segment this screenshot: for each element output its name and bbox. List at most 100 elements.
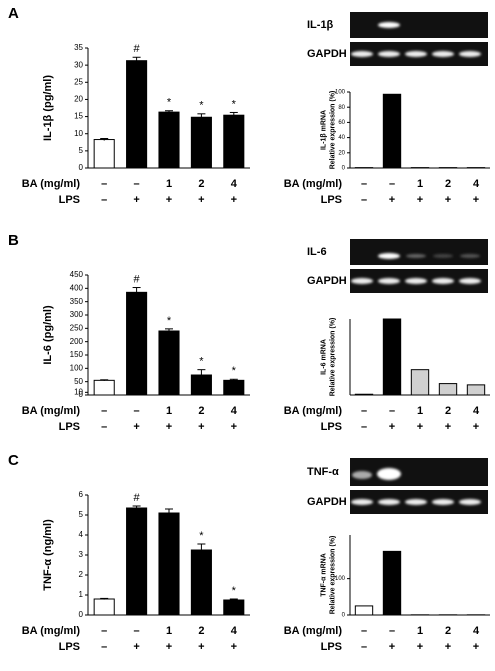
condition-label: – [101, 194, 107, 206]
gel-label: GAPDH [307, 275, 347, 287]
condition-label: + [133, 194, 139, 206]
bar [223, 114, 245, 169]
y-tick-label: 0 [342, 613, 346, 619]
condition-label: + [166, 641, 172, 653]
condition-label: 1 [166, 405, 172, 417]
y-axis-label: IL-1β mRNA [320, 110, 327, 150]
condition-label: + [417, 421, 423, 433]
y-tick-label: 100 [70, 363, 84, 372]
condition-label: + [445, 641, 451, 653]
y-tick-label: 200 [70, 337, 84, 346]
y-axis-label: TNF-α mRNA [320, 553, 327, 597]
condition-label: – [389, 405, 395, 417]
bar [93, 598, 115, 616]
significance-marker: * [232, 365, 237, 377]
panel-letter: B [8, 232, 19, 249]
y-tick-label: 0 [79, 610, 84, 619]
gel-label: GAPDH [307, 48, 347, 60]
condition-label: – [101, 641, 107, 653]
y-tick-label: 40 [338, 135, 345, 141]
y-tick-label: 30 [74, 60, 83, 69]
condition-name: BA (mg/ml) [22, 405, 81, 417]
condition-label: – [361, 421, 367, 433]
condition-label: + [166, 421, 172, 433]
bar [126, 291, 148, 396]
y-tick-label: 1 [79, 590, 84, 599]
gel-label: IL-1β [307, 19, 334, 31]
bar [223, 599, 245, 616]
y-tick-label: 10 [74, 129, 83, 138]
condition-label: – [361, 641, 367, 653]
condition-name: LPS [321, 194, 342, 206]
condition-label: + [389, 194, 395, 206]
condition-label: 2 [198, 405, 204, 417]
condition-label: 4 [231, 405, 238, 417]
y-axis-label: TNF-α (ng/ml) [42, 519, 54, 591]
condition-label: + [473, 194, 479, 206]
y-tick-label: 20 [338, 150, 345, 156]
condition-name: BA (mg/ml) [22, 625, 81, 637]
condition-label: + [198, 194, 204, 206]
y-tick-label: 450 [70, 270, 84, 279]
condition-label: + [389, 641, 395, 653]
condition-label: + [231, 421, 237, 433]
condition-name: LPS [59, 421, 80, 433]
y-tick-label: 0 [79, 390, 84, 399]
condition-label: 2 [198, 178, 204, 190]
y-tick-label: 50 [74, 377, 83, 386]
bar [158, 512, 180, 616]
condition-label: + [198, 641, 204, 653]
condition-label: 2 [445, 405, 451, 417]
condition-label: 2 [445, 625, 451, 637]
condition-label: 4 [231, 178, 238, 190]
condition-label: – [101, 625, 107, 637]
bar [158, 330, 180, 396]
y-tick-label: 150 [70, 350, 84, 359]
condition-label: – [134, 625, 140, 637]
condition-label: 1 [166, 625, 172, 637]
y-tick-label: 3 [79, 550, 84, 559]
condition-label: 4 [473, 405, 480, 417]
y-tick-label: 100 [335, 90, 346, 96]
y-tick-label: 6 [79, 490, 84, 499]
condition-name: LPS [59, 641, 80, 653]
condition-label: + [198, 421, 204, 433]
y-tick-label: 15 [74, 112, 83, 121]
condition-label: + [417, 194, 423, 206]
bar [382, 550, 402, 616]
y-axis-label: IL-6 mRNA [320, 339, 327, 375]
y-tick-label: 2 [79, 570, 84, 579]
condition-label: – [134, 405, 140, 417]
significance-marker: * [199, 356, 204, 368]
condition-name: BA (mg/ml) [284, 178, 343, 190]
condition-label: 2 [445, 178, 451, 190]
condition-name: BA (mg/ml) [284, 625, 343, 637]
condition-label: + [133, 641, 139, 653]
condition-label: – [134, 178, 140, 190]
y-tick-label: 350 [70, 297, 84, 306]
significance-marker: * [167, 97, 172, 109]
bar [190, 116, 212, 169]
significance-marker: * [199, 530, 204, 542]
condition-label: + [389, 421, 395, 433]
condition-label: + [231, 641, 237, 653]
condition-label: 4 [231, 625, 238, 637]
significance-marker: # [134, 492, 141, 504]
y-axis-label: Relative expression (%) [329, 91, 336, 170]
condition-label: – [361, 405, 367, 417]
bar [190, 549, 212, 616]
bar [93, 139, 115, 169]
significance-marker: # [134, 43, 141, 55]
panel-letter: C [8, 452, 19, 469]
condition-name: LPS [59, 194, 80, 206]
y-tick-label: 0 [342, 166, 346, 172]
panel-letter: A [8, 5, 19, 22]
condition-label: + [445, 194, 451, 206]
significance-marker: * [199, 100, 204, 112]
condition-label: – [361, 178, 367, 190]
y-axis-label: IL-6 (pg/ml) [42, 305, 54, 365]
condition-label: + [133, 421, 139, 433]
y-tick-label: 5 [79, 146, 84, 155]
y-tick-label: 20 [74, 95, 83, 104]
